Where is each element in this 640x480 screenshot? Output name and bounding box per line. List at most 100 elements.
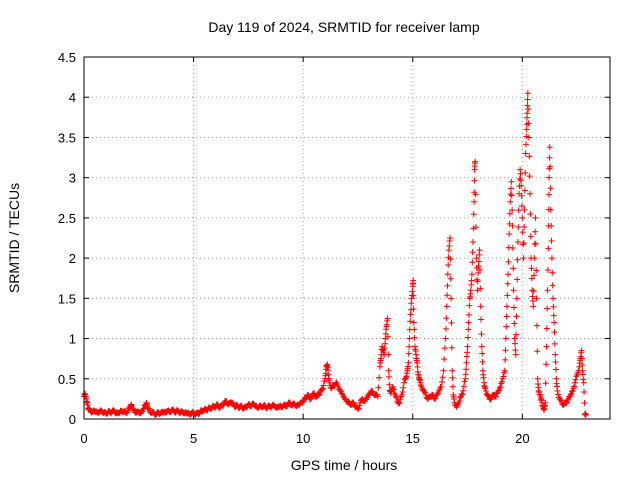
data-point bbox=[547, 163, 554, 170]
data-point bbox=[405, 359, 412, 366]
data-point bbox=[463, 359, 470, 366]
data-point bbox=[547, 206, 554, 213]
data-point bbox=[579, 362, 586, 369]
data-point bbox=[448, 344, 455, 351]
data-point bbox=[547, 185, 554, 192]
y-tick-label: 2 bbox=[69, 251, 76, 266]
data-point bbox=[467, 287, 474, 294]
data-point bbox=[518, 202, 525, 209]
data-point bbox=[508, 185, 515, 192]
data-point bbox=[510, 287, 517, 294]
data-point bbox=[530, 303, 537, 310]
data-point bbox=[230, 400, 237, 407]
data-point bbox=[513, 295, 520, 302]
data-point bbox=[384, 315, 391, 322]
data-point bbox=[573, 373, 580, 380]
data-point bbox=[406, 343, 413, 350]
data-point bbox=[509, 222, 516, 229]
data-point bbox=[464, 334, 471, 341]
data-point bbox=[471, 177, 478, 184]
data-point bbox=[517, 177, 524, 184]
data-point bbox=[307, 396, 314, 403]
x-tick-labels: 0 5 10 15 20 bbox=[80, 431, 529, 446]
data-point bbox=[475, 258, 482, 265]
data-point bbox=[445, 261, 452, 268]
data-point bbox=[514, 276, 521, 283]
data-point bbox=[524, 110, 531, 117]
data-point bbox=[478, 330, 485, 337]
data-point bbox=[498, 380, 505, 387]
data-point bbox=[447, 235, 454, 241]
data-point bbox=[516, 175, 523, 182]
data-point bbox=[530, 288, 537, 295]
data-point bbox=[544, 287, 551, 294]
data-point bbox=[521, 206, 528, 213]
data-point bbox=[356, 402, 363, 409]
data-point bbox=[349, 399, 356, 406]
data-point bbox=[543, 361, 550, 368]
data-point bbox=[524, 102, 531, 109]
data-point bbox=[441, 356, 448, 363]
data-point bbox=[400, 384, 407, 391]
data-point bbox=[406, 335, 413, 342]
x-tick-label: 10 bbox=[296, 431, 310, 446]
data-point bbox=[564, 397, 571, 404]
data-point bbox=[534, 348, 541, 355]
data-point bbox=[446, 243, 453, 250]
grid bbox=[84, 57, 610, 419]
data-point bbox=[525, 106, 532, 113]
data-point bbox=[473, 255, 480, 262]
data-point bbox=[393, 394, 400, 401]
data-point bbox=[507, 198, 514, 205]
data-point bbox=[508, 178, 515, 185]
data-point bbox=[447, 256, 454, 263]
data-point bbox=[528, 265, 535, 272]
data-point bbox=[507, 191, 514, 198]
data-point bbox=[449, 383, 456, 390]
data-point bbox=[443, 303, 450, 310]
y-tick-label: 4 bbox=[69, 90, 76, 105]
data-point bbox=[474, 278, 481, 285]
data-point bbox=[449, 367, 456, 374]
data-point bbox=[529, 297, 536, 304]
data-point bbox=[545, 245, 552, 252]
data-point bbox=[549, 269, 556, 276]
data-point bbox=[517, 170, 524, 177]
data-point bbox=[526, 173, 533, 180]
data-point bbox=[355, 405, 362, 412]
data-point bbox=[503, 323, 510, 330]
data-point bbox=[314, 392, 321, 399]
data-point bbox=[447, 275, 454, 282]
data-point bbox=[548, 222, 555, 229]
data-point bbox=[466, 302, 473, 309]
x-tick-label: 20 bbox=[515, 431, 529, 446]
data-point bbox=[381, 340, 388, 347]
data-point bbox=[510, 304, 517, 311]
data-point bbox=[510, 265, 517, 272]
data-point bbox=[514, 256, 521, 263]
data-point bbox=[515, 224, 522, 231]
data-point bbox=[543, 343, 550, 350]
data-point bbox=[444, 292, 451, 299]
data-point bbox=[532, 240, 539, 247]
data-point bbox=[376, 374, 383, 381]
data-point bbox=[550, 295, 557, 302]
data-point bbox=[512, 340, 519, 347]
data-point bbox=[527, 190, 534, 197]
data-point bbox=[509, 245, 516, 252]
data-point bbox=[392, 393, 399, 400]
data-point bbox=[571, 379, 578, 386]
data-point bbox=[513, 313, 520, 320]
data-point bbox=[521, 187, 528, 194]
data-point bbox=[581, 389, 588, 396]
data-point bbox=[469, 249, 476, 256]
data-point bbox=[304, 391, 311, 398]
data-point bbox=[484, 391, 491, 398]
data-point bbox=[520, 240, 527, 247]
data-point bbox=[470, 211, 477, 218]
data-point bbox=[580, 379, 587, 386]
data-point bbox=[546, 154, 553, 161]
data-point bbox=[502, 356, 509, 363]
data-point bbox=[319, 385, 326, 392]
data-point bbox=[385, 351, 392, 358]
